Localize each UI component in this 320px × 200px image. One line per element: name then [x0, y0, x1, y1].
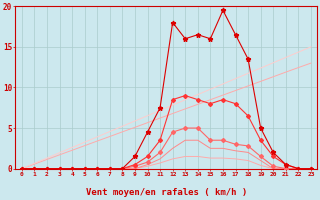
X-axis label: Vent moyen/en rafales ( km/h ): Vent moyen/en rafales ( km/h ) [86, 188, 247, 197]
